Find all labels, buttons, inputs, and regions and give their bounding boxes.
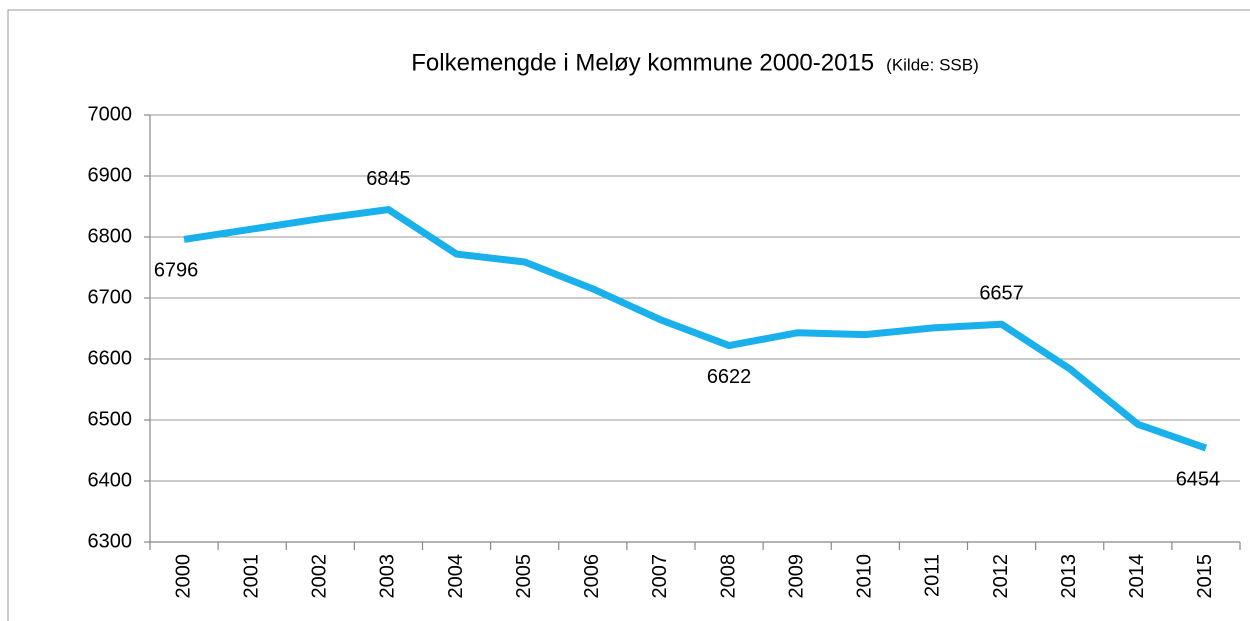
- x-tick-label: 2000: [172, 554, 194, 599]
- x-tick-label: 2011: [922, 554, 944, 597]
- x-tick-label: 2004: [445, 554, 467, 599]
- data-label: 6657: [979, 283, 1024, 305]
- y-tick-label: 6900: [88, 164, 133, 186]
- x-tick-label: 2001: [240, 554, 262, 599]
- x-tick-label: 2014: [1126, 554, 1148, 599]
- data-line: [183, 206, 1208, 452]
- x-tick-label: 2003: [377, 554, 399, 599]
- y-tick-label: 7000: [88, 103, 133, 125]
- x-tick-label: 2012: [990, 554, 1012, 599]
- x-tick-label: 2010: [854, 554, 876, 599]
- x-tick-label: 2005: [513, 554, 535, 599]
- x-tick-label: 2013: [1058, 554, 1080, 599]
- x-tick-label: 2015: [1194, 554, 1216, 599]
- y-tick-label: 6700: [88, 286, 133, 308]
- x-tick-label: 2002: [309, 554, 331, 599]
- data-label: 6454: [1176, 468, 1221, 490]
- chart-subtitle: (Kilde: SSB): [886, 55, 979, 74]
- data-label: 6622: [707, 366, 752, 388]
- data-label: 6845: [366, 168, 411, 190]
- y-tick-label: 6400: [88, 469, 133, 491]
- chart-title: Folkemengde i Meløy kommune 2000-2015: [411, 49, 874, 76]
- x-tick-label: 2007: [649, 554, 671, 599]
- y-tick-label: 6600: [88, 347, 133, 369]
- frame: [7, 9, 1250, 621]
- x-tick-label: 2009: [785, 554, 807, 599]
- y-tick-label: 6500: [88, 408, 133, 430]
- y-tick-label: 6800: [88, 225, 133, 247]
- y-tick-label: 6300: [88, 530, 133, 552]
- data-label: 6796: [154, 260, 199, 282]
- x-tick-label: 2006: [581, 554, 603, 599]
- x-tick-label: 2008: [717, 554, 739, 599]
